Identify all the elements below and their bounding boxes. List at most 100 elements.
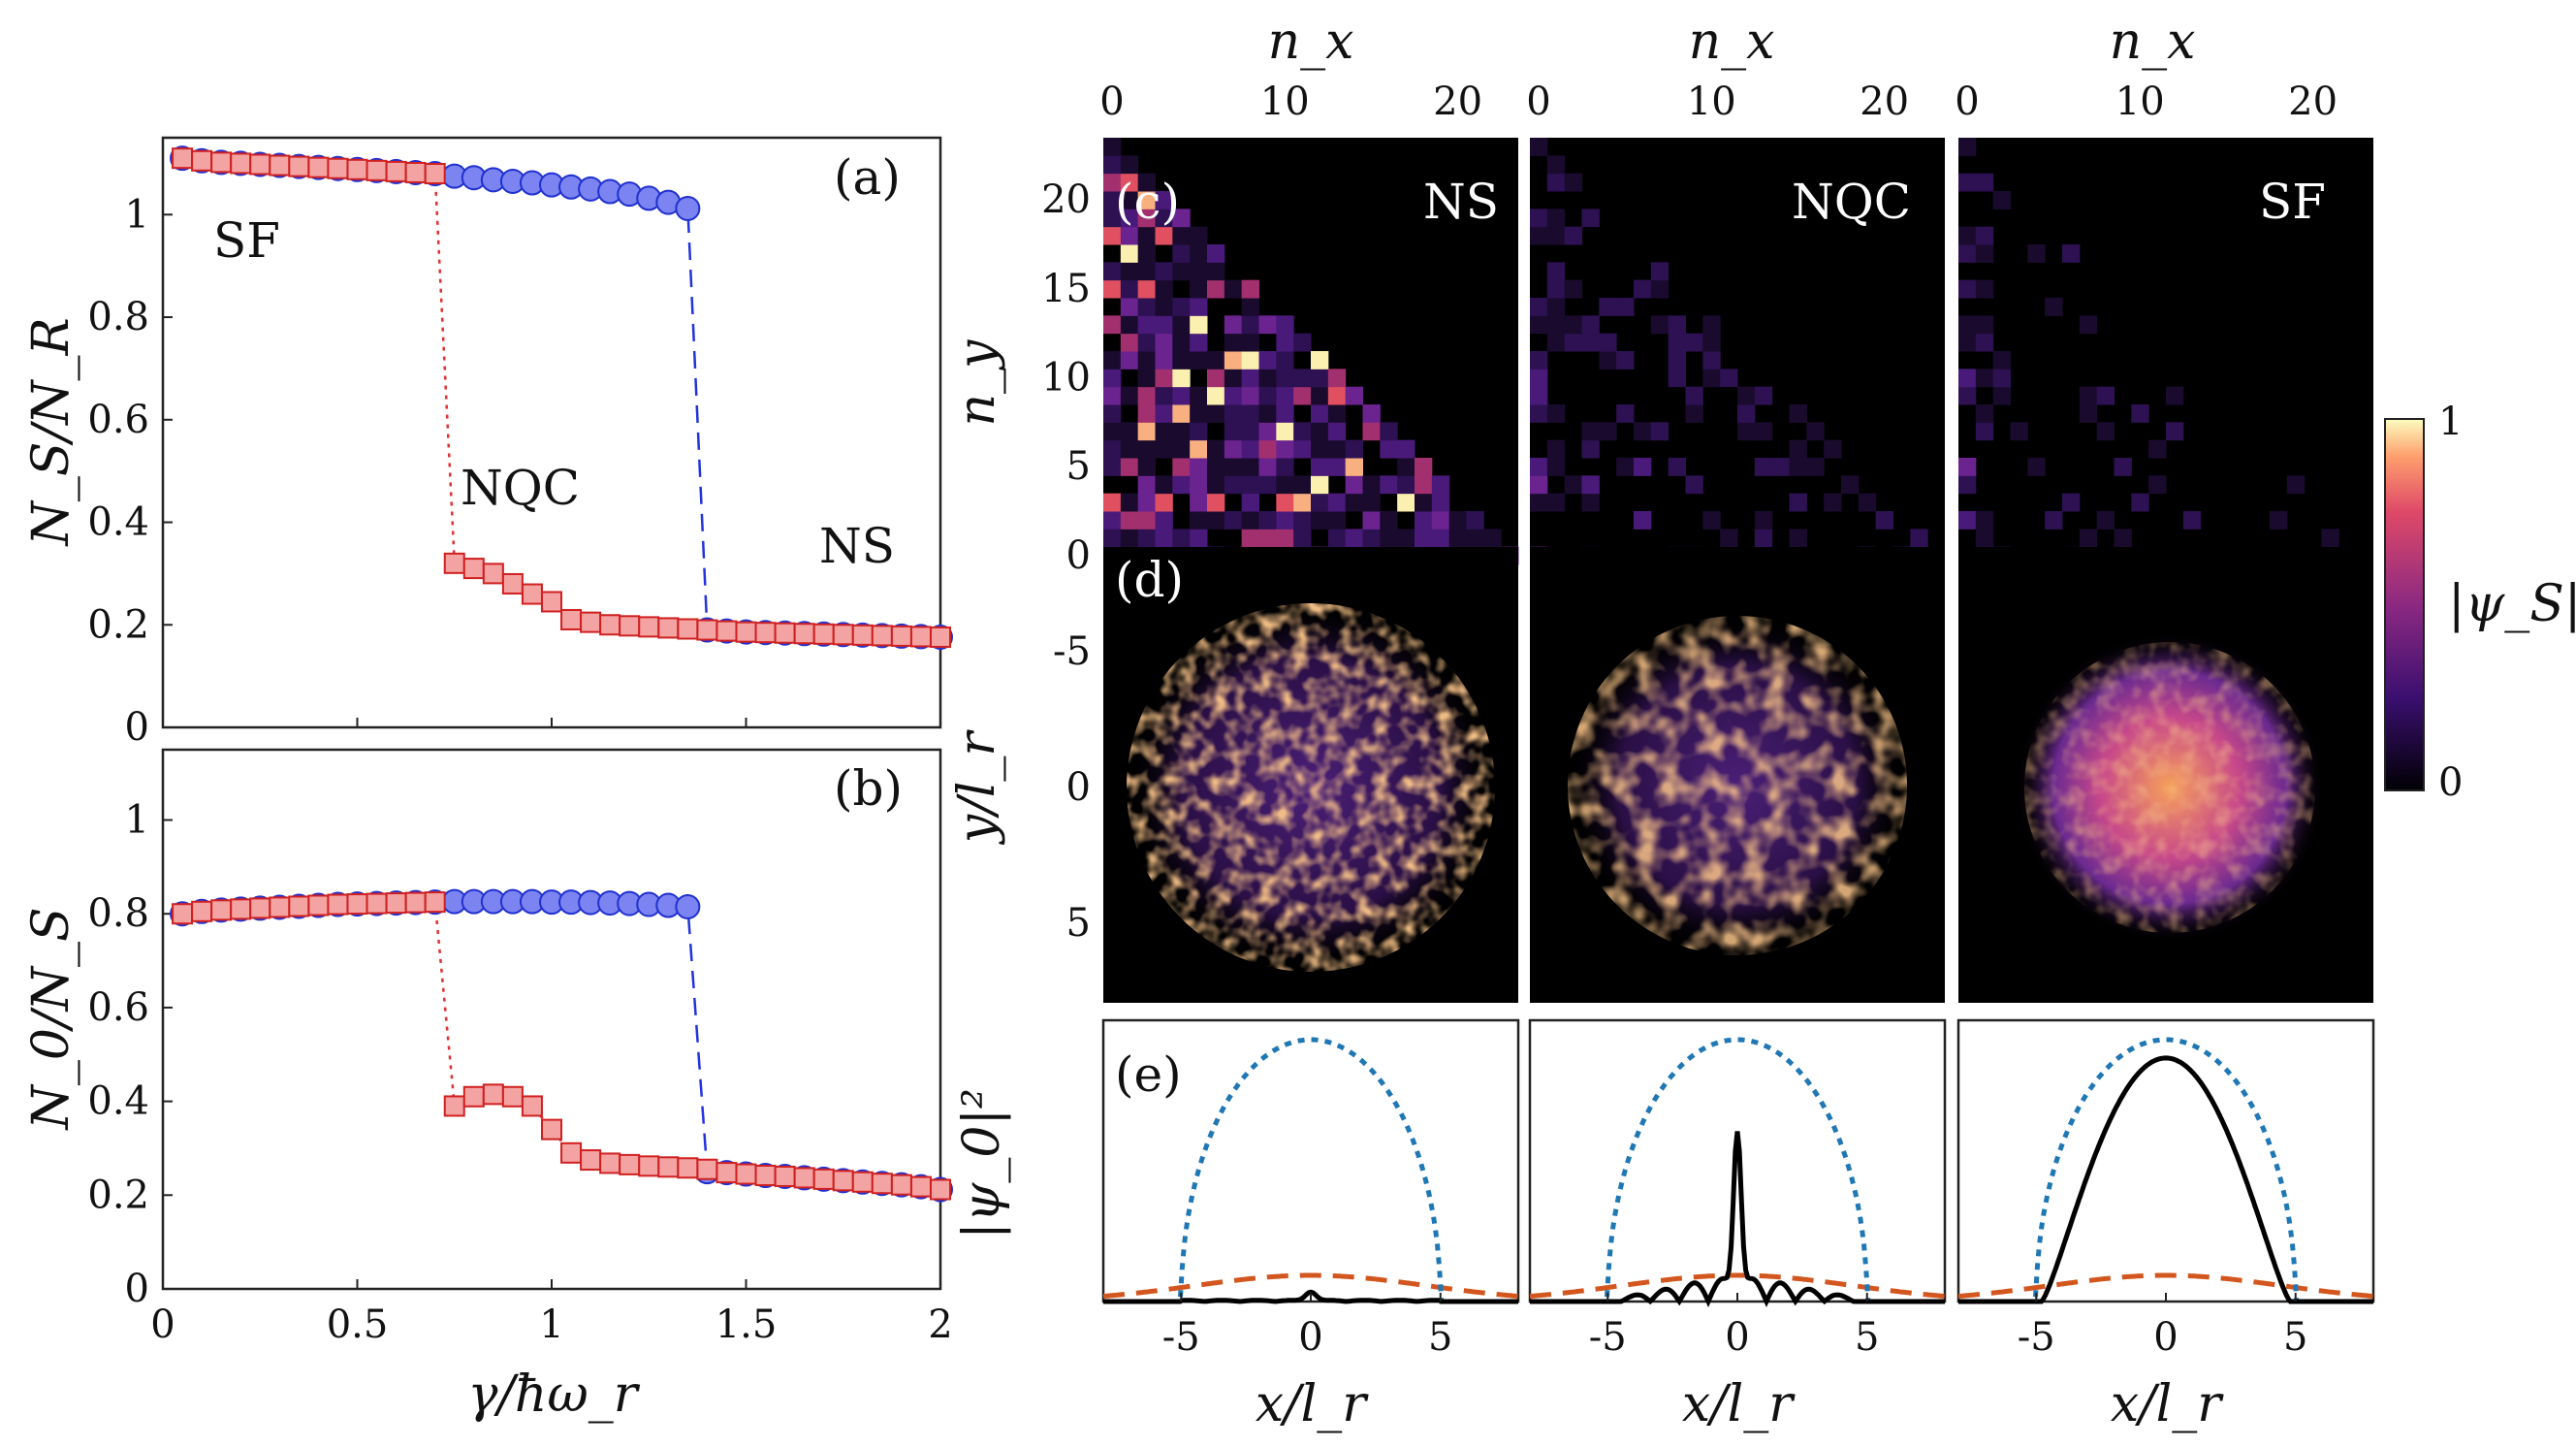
- profile-plot-sf: -5 0 5: [1956, 1018, 2375, 1360]
- heatmap-cell: [1975, 422, 1994, 441]
- heatmap-cell: [1431, 511, 1450, 530]
- heatmap-cell: [1241, 422, 1259, 441]
- colorbar: 1 0 |ψ_S|²: [2384, 400, 2576, 805]
- heatmap-cell: [1190, 386, 1208, 405]
- heatmap-cell: [1207, 386, 1225, 405]
- heatmap-cell: [2045, 298, 2063, 316]
- b-square-point-9: [346, 893, 368, 916]
- b-square-point-26: [677, 1157, 699, 1179]
- heatmap-cell: [1415, 475, 1433, 495]
- heatmap-cell: [1190, 493, 1208, 512]
- heatmap-cell: [1754, 422, 1773, 441]
- heatmap-cell: [1241, 493, 1259, 512]
- heatmap-cell: [1311, 493, 1329, 512]
- heatmap-cell: [1650, 262, 1670, 281]
- heatmap-cell: [1327, 529, 1347, 548]
- heatmap-cell: [2270, 511, 2288, 530]
- orange-dashed-profile: [1529, 1272, 1946, 1299]
- heatmap-cell: [1362, 511, 1381, 530]
- heatmap-cell: [1345, 439, 1363, 459]
- b-square-point-19: [541, 1118, 562, 1141]
- heatmap-cell: [1137, 475, 1156, 495]
- heatmap-cell: [1258, 404, 1277, 423]
- b-ytick-label-4: 0.8: [87, 891, 149, 936]
- heatmap-cell: [1120, 493, 1139, 512]
- a-ytick-label-5: 1: [125, 192, 149, 237]
- heatmap-cell: [1581, 439, 1600, 459]
- b-square-point-17: [501, 1085, 524, 1108]
- b-square-point-18: [521, 1095, 543, 1117]
- heatmap-cell: [1103, 404, 1122, 423]
- heatmap-cell: [1975, 173, 1994, 192]
- a-square-point-14: [443, 552, 465, 574]
- panel-c-label: (c): [1115, 174, 1180, 230]
- a-square-point-27: [696, 619, 718, 641]
- heatmap-cell: [1530, 209, 1548, 228]
- heatmap-cell: [1190, 244, 1208, 263]
- a-square-point-21: [580, 611, 602, 633]
- y-tick-label: -5: [1053, 629, 1091, 674]
- heatmap-cell: [1172, 404, 1191, 423]
- heatmap-cell: [1120, 155, 1139, 175]
- a-square-point-24: [638, 616, 660, 638]
- b-square-point-3: [230, 898, 252, 920]
- heatmap-cell: [1155, 369, 1173, 388]
- heatmap-cell: [2096, 386, 2115, 405]
- heatmap-cell: [1155, 439, 1173, 459]
- heatmap-cell: [1276, 493, 1294, 512]
- heatmap-cell: [1172, 458, 1191, 476]
- heatmap-cell: [1327, 386, 1347, 405]
- heatmap-cell: [1397, 529, 1415, 548]
- nx-tick-label: 0: [1099, 80, 1124, 124]
- heatmap-cell: [1190, 511, 1208, 530]
- heatmap-cell: [1241, 279, 1259, 299]
- heatmap-cell: [1120, 351, 1139, 370]
- heatmap-cell: [1224, 386, 1243, 405]
- heatmap-cell: [1327, 439, 1347, 459]
- b-square-point-31: [774, 1165, 796, 1187]
- heatmap-cell: [1155, 315, 1173, 335]
- heatmap-cell: [1155, 475, 1173, 495]
- heatmap-cell: [1103, 315, 1122, 335]
- b-square-point-29: [735, 1163, 757, 1185]
- heatmap-cell: [1327, 369, 1347, 388]
- a-square-point-7: [307, 156, 330, 178]
- a-ytick-label-2: 0.4: [87, 500, 149, 545]
- heatmap-cell: [1293, 475, 1312, 495]
- a-square-point-5: [269, 154, 291, 177]
- heatmap-cell: [1137, 529, 1156, 548]
- heatmap-cell: [1415, 511, 1433, 530]
- heatmap-cell: [1190, 226, 1208, 245]
- heatmap-cell: [1958, 244, 1977, 263]
- heatmap-cell: [1311, 351, 1329, 370]
- y-tick-label: 0: [1066, 765, 1091, 810]
- heatmap-cell: [1958, 279, 1977, 299]
- heatmap-cell: [1824, 493, 1842, 512]
- a-square-point-15: [462, 558, 485, 580]
- heatmap-cell: [1137, 369, 1156, 388]
- heatmap-cell: [1634, 458, 1652, 476]
- heatmap-cell: [1241, 458, 1259, 476]
- annotation-sf: SF: [213, 212, 280, 269]
- heatmap-cell: [1172, 209, 1191, 228]
- heatmap-cell: [1293, 493, 1312, 512]
- profile-plot-nqc: -5 0 5: [1528, 1018, 1947, 1360]
- heatmap-cell: [1530, 493, 1548, 512]
- heatmap-cell: [1224, 422, 1243, 441]
- heatmap-cell: [1103, 386, 1122, 405]
- a-square-point-1: [191, 149, 213, 172]
- heatmap-cell: [1103, 209, 1122, 228]
- b-square-point-33: [812, 1168, 835, 1190]
- b-square-point-0: [172, 903, 194, 925]
- b-square-point-38: [909, 1175, 932, 1198]
- heatmap-cell: [1137, 279, 1156, 299]
- a-square-point-33: [812, 623, 835, 645]
- heatmap-cell: [1224, 369, 1243, 388]
- heatmap-cell: [1137, 351, 1156, 370]
- a-square-point-10: [366, 159, 388, 181]
- heatmap-cell: [1824, 439, 1842, 459]
- colorbar-gradient: [2384, 418, 2425, 791]
- heatmap-cell: [1362, 422, 1381, 441]
- heatmap-cell: [1910, 529, 1928, 548]
- heatmap-cell: [1599, 333, 1617, 352]
